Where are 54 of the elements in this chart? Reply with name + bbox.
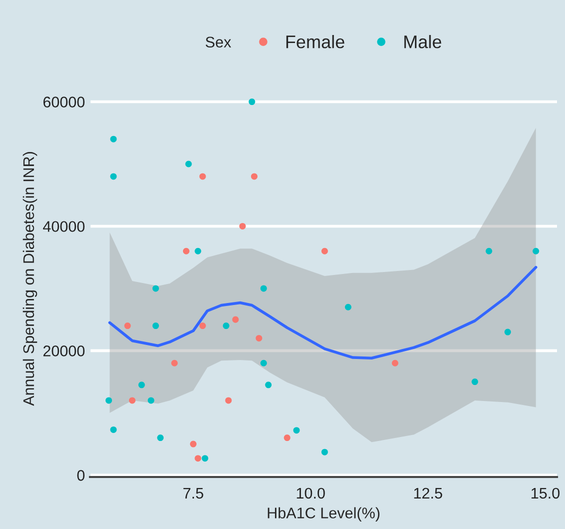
point [532,248,540,254]
point [128,397,136,404]
point [251,173,258,180]
x-tick-label: 15.0 [532,488,560,499]
point [284,434,290,442]
legend-label: Female [286,35,344,48]
y-tick-label: 20000 [43,346,85,356]
point [265,382,272,388]
point [110,136,117,142]
point [152,322,159,330]
y-tick-label: 40000 [43,221,85,232]
point [110,426,117,433]
point [110,173,117,180]
point [222,322,230,330]
y-axis-title: Annual Spending on Diabetes(in INR) [22,152,38,406]
point [225,397,232,404]
point [124,322,131,330]
point [392,360,398,366]
point [152,285,159,292]
point [202,455,208,462]
point [138,382,145,388]
point [194,248,202,254]
point [472,378,478,386]
point [171,360,178,366]
x-tick-label: 10.0 [296,488,325,499]
point [293,427,300,434]
point [148,397,154,404]
line-series [108,266,538,360]
point [194,455,202,462]
point [321,448,328,456]
point [248,98,256,106]
point [239,222,246,230]
point [321,248,328,254]
point [190,440,197,448]
point [260,285,267,292]
point [504,328,511,336]
y-tick-label: 0 [77,470,85,481]
point [106,397,112,404]
x-tick-label: 12.5 [414,488,442,499]
point [185,160,192,168]
point [486,248,492,254]
point [232,316,239,323]
point [157,434,164,442]
legend-title: Sex [206,36,232,48]
legend-label: Male [404,35,442,48]
point [199,322,206,330]
x-tick-label: 7.5 [183,488,204,499]
point [256,334,262,342]
point [199,173,206,180]
point [182,248,190,254]
point [344,304,352,310]
point [260,360,267,366]
y-tick-label: 60000 [43,96,85,108]
x-axis-title: HbA1C Level(%) [268,507,380,522]
